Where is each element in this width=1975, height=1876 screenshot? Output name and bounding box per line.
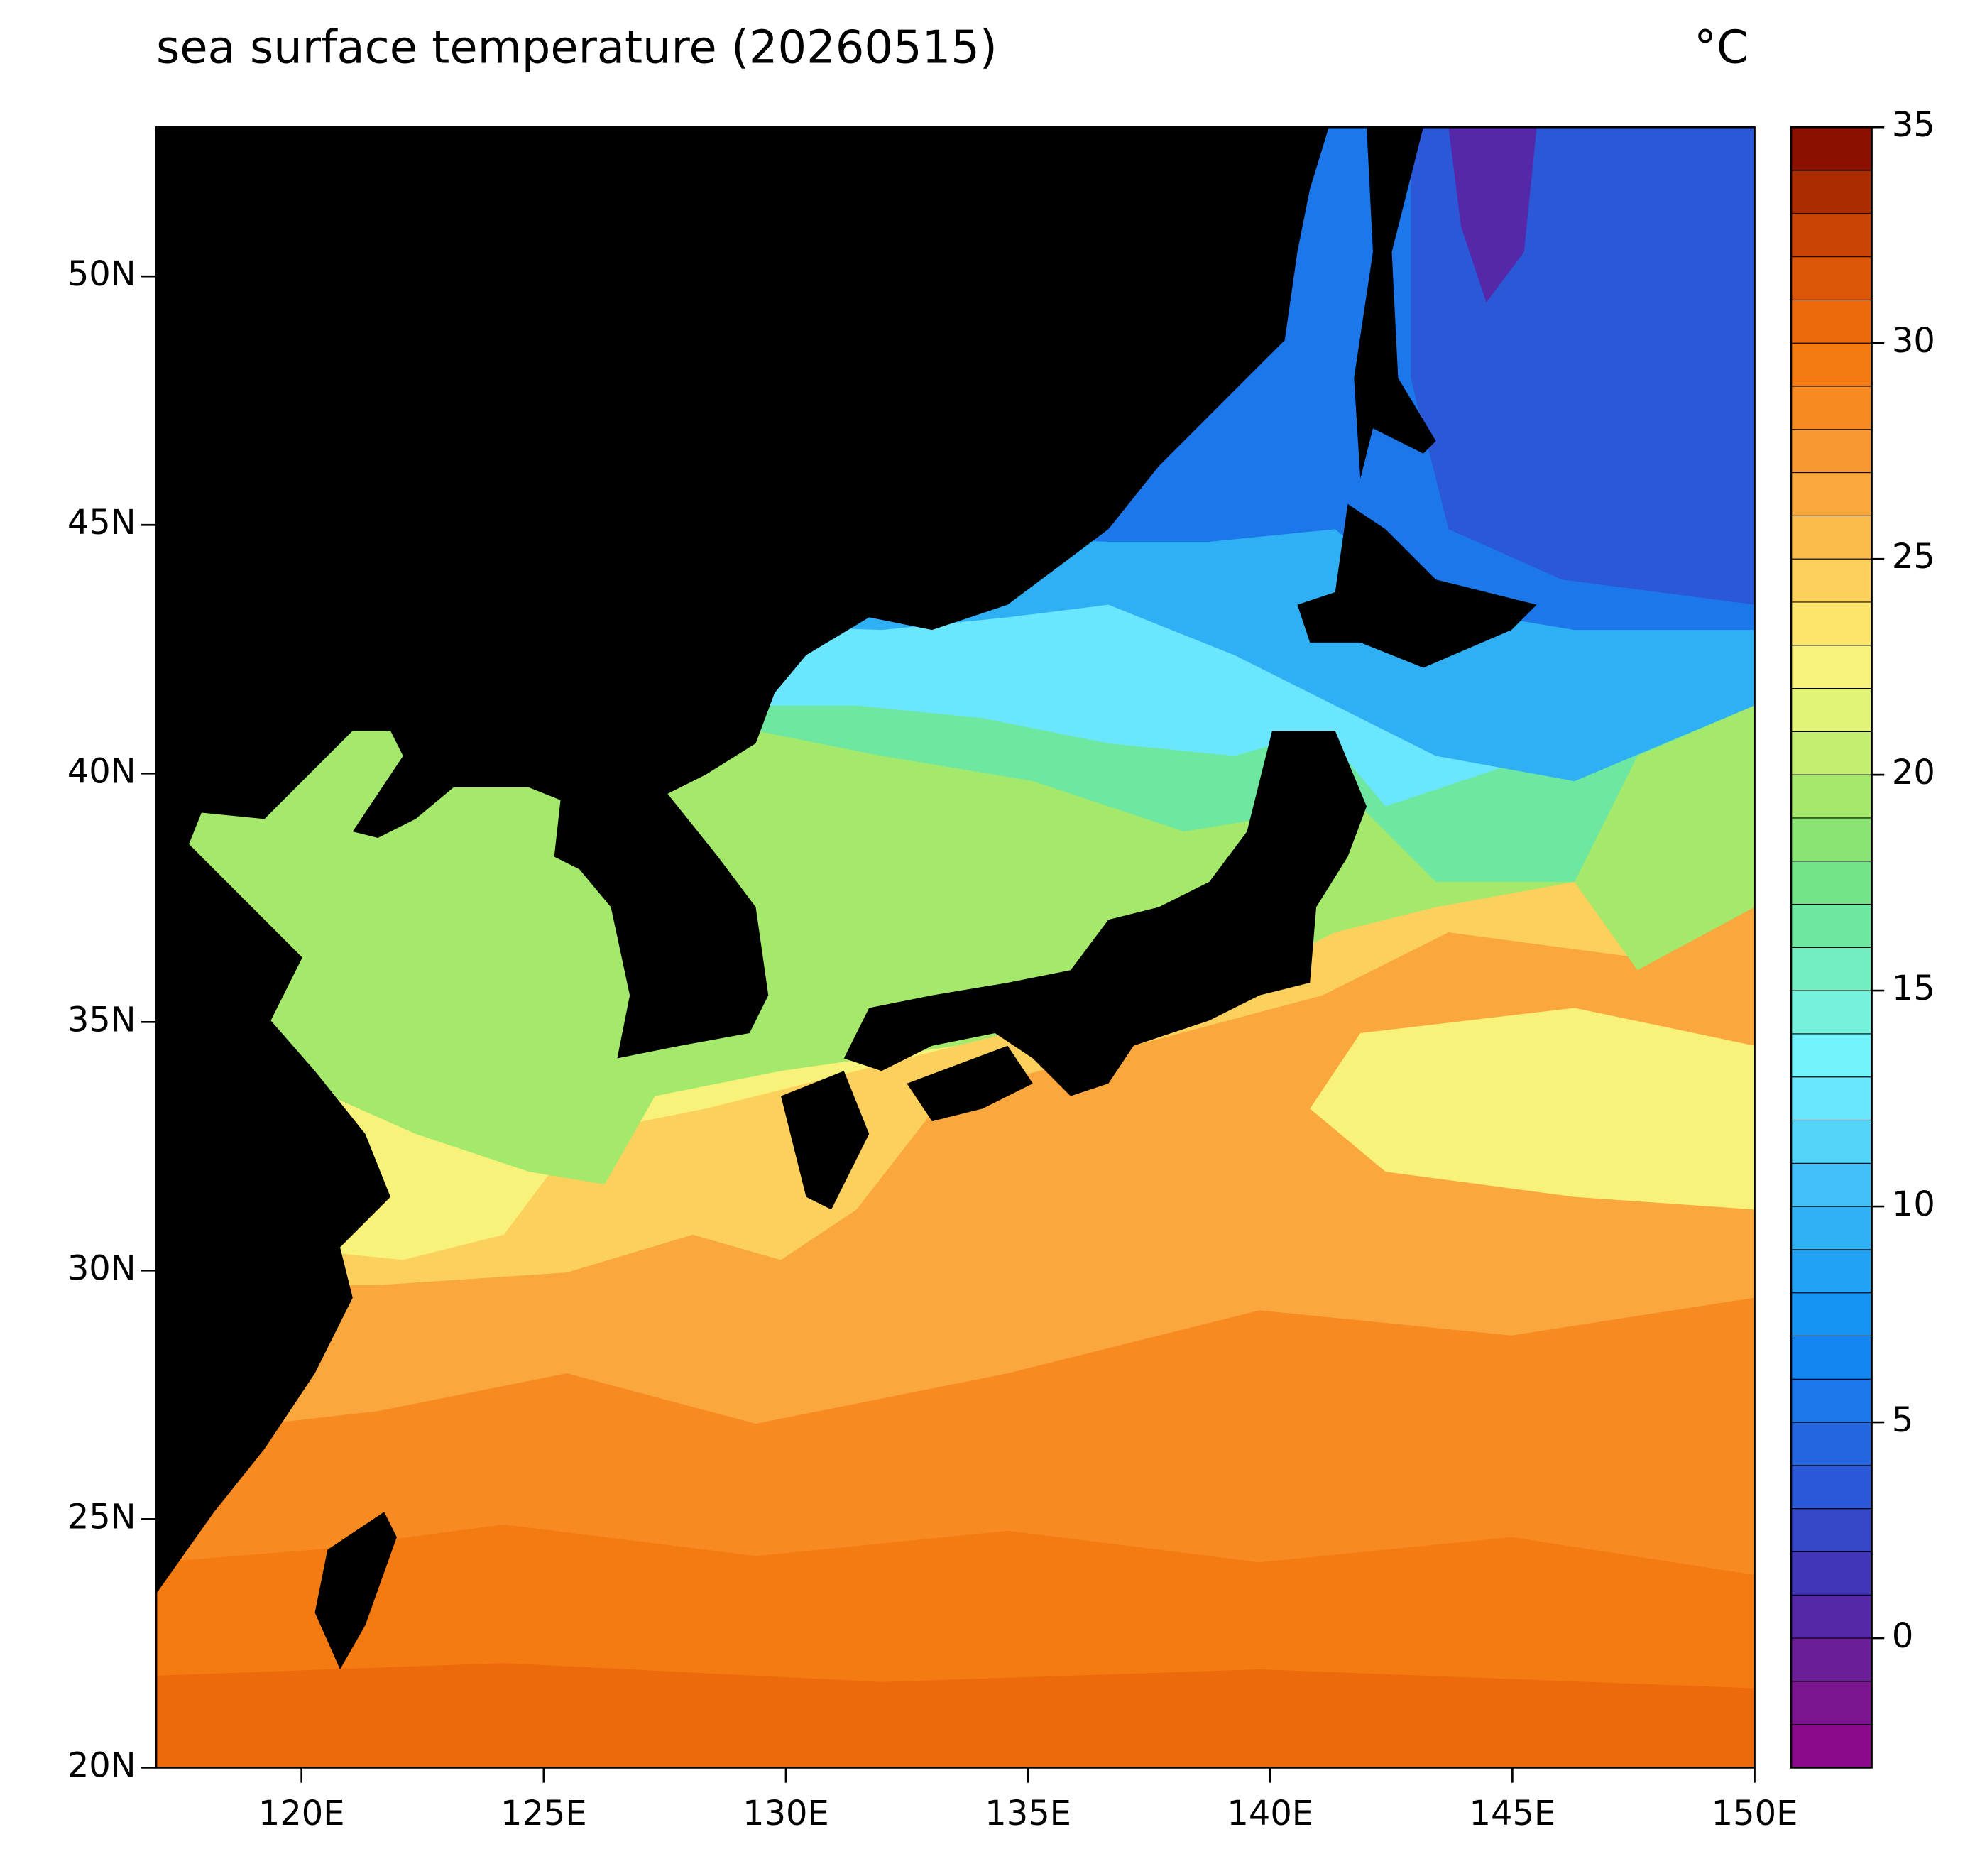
colorbar-segment bbox=[1790, 472, 1873, 516]
colorbar-segment bbox=[1790, 342, 1873, 387]
colorbar-segment bbox=[1790, 386, 1873, 430]
colorbar-tick-label: 15 bbox=[1892, 969, 1935, 1008]
colorbar-segment bbox=[1790, 947, 1873, 991]
x-tick-label: 135E bbox=[985, 1794, 1071, 1833]
colorbar-segment bbox=[1790, 1551, 1873, 1596]
colorbar-segment bbox=[1790, 688, 1873, 732]
colorbar-tick-label: 20 bbox=[1892, 753, 1935, 792]
x-tick-label: 120E bbox=[258, 1794, 345, 1833]
colorbar-segment bbox=[1790, 731, 1873, 775]
colorbar-tick-label: 25 bbox=[1892, 538, 1935, 577]
y-tick-label: 20N bbox=[67, 1746, 136, 1785]
colorbar-segment bbox=[1790, 645, 1873, 689]
x-tick-label: 150E bbox=[1712, 1794, 1798, 1833]
colorbar-segment bbox=[1790, 515, 1873, 560]
colorbar-tick-label: 35 bbox=[1892, 106, 1935, 145]
colorbar-segment bbox=[1790, 1335, 1873, 1380]
colorbar-segment bbox=[1790, 774, 1873, 819]
colorbar-segment bbox=[1790, 429, 1873, 474]
sst-field bbox=[156, 127, 1755, 1768]
colorbar-tick-label: 0 bbox=[1892, 1617, 1913, 1656]
colorbar: 0 5 10 15 20 25 30 35 bbox=[1790, 106, 1935, 1769]
colorbar-tick-label: 30 bbox=[1892, 322, 1935, 361]
colorbar-tick-label: 5 bbox=[1892, 1401, 1913, 1440]
colorbar-segment bbox=[1790, 170, 1873, 214]
y-tick-label: 30N bbox=[67, 1249, 136, 1288]
colorbar-segment bbox=[1790, 299, 1873, 344]
colorbar-segment bbox=[1790, 1681, 1873, 1725]
colorbar-segment bbox=[1790, 126, 1873, 171]
colorbar-frame bbox=[1790, 126, 1873, 1769]
colorbar-segment bbox=[1790, 1033, 1873, 1078]
colorbar-segment bbox=[1790, 1508, 1873, 1552]
axes: 120E 125E 130E 135E 140E 145E 150E 20N 25N 30N 35N… bbox=[67, 255, 1798, 1833]
colorbar-segment bbox=[1790, 1378, 1873, 1423]
colorbar-segment bbox=[1790, 1465, 1873, 1510]
y-tick-label: 45N bbox=[67, 503, 136, 542]
y-tick-label: 40N bbox=[67, 752, 136, 791]
x-tick-label: 130E bbox=[743, 1794, 829, 1833]
colorbar-segment bbox=[1790, 861, 1873, 905]
colorbar-segment bbox=[1790, 990, 1873, 1035]
colorbar-segment bbox=[1790, 1594, 1873, 1639]
y-tick-label: 50N bbox=[67, 255, 136, 294]
colorbar-segment bbox=[1790, 558, 1873, 603]
colorbar-segment bbox=[1790, 1292, 1873, 1336]
colorbar-tick-label: 10 bbox=[1892, 1185, 1935, 1224]
unit-label: °C bbox=[1694, 22, 1749, 75]
map-title: sea surface temperature (20260515) bbox=[156, 22, 997, 75]
colorbar-segment bbox=[1790, 213, 1873, 258]
colorbar-segment bbox=[1790, 1206, 1873, 1250]
x-tick-label: 125E bbox=[500, 1794, 587, 1833]
colorbar-segment bbox=[1790, 601, 1873, 646]
colorbar-segment bbox=[1790, 256, 1873, 300]
x-tick-label: 145E bbox=[1470, 1794, 1556, 1833]
colorbar-segment bbox=[1790, 1162, 1873, 1207]
colorbar-segment bbox=[1790, 1249, 1873, 1294]
map-frame bbox=[155, 126, 1756, 1769]
colorbar-segment bbox=[1790, 1724, 1873, 1768]
colorbar-segment bbox=[1790, 1076, 1873, 1121]
colorbar-segment bbox=[1790, 1119, 1873, 1164]
y-tick-label: 25N bbox=[67, 1498, 136, 1537]
colorbar-segment bbox=[1790, 817, 1873, 862]
x-tick-label: 140E bbox=[1227, 1794, 1313, 1833]
colorbar-segment bbox=[1790, 1422, 1873, 1466]
colorbar-segment bbox=[1790, 903, 1873, 948]
y-tick-label: 35N bbox=[67, 1000, 136, 1040]
colorbar-segment bbox=[1790, 1637, 1873, 1682]
